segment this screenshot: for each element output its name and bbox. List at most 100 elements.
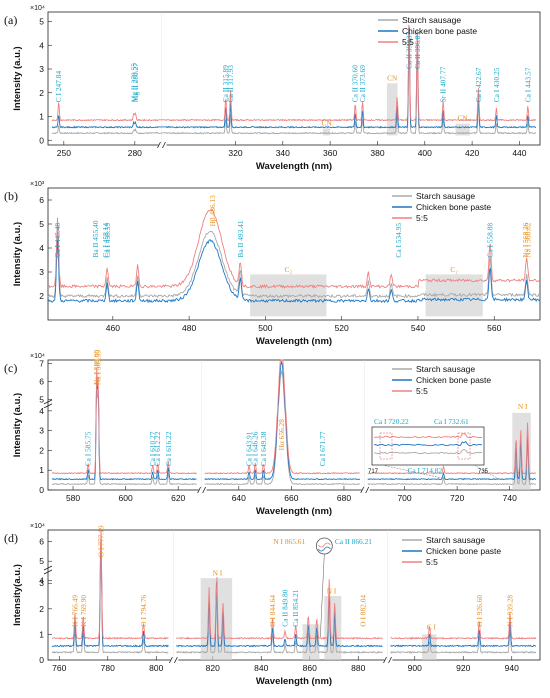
x-tick-label: 760 bbox=[52, 663, 66, 673]
legend-entry: 5:5 bbox=[416, 386, 428, 396]
line-annotation: N I bbox=[327, 586, 337, 595]
series-line bbox=[47, 208, 541, 290]
legend-entry: Starch sausage bbox=[416, 364, 475, 374]
legend-entry: Chicken bone paste bbox=[416, 375, 491, 385]
line-annotation: Ca II 396.85 bbox=[413, 32, 422, 69]
x-tick-label: 780 bbox=[101, 663, 115, 673]
y-tick-label: 3 bbox=[39, 267, 44, 277]
x-tick-label: 820 bbox=[206, 663, 220, 673]
y-axis-title: Intensity (a.u.) bbox=[12, 46, 23, 110]
panel-label: (b) bbox=[4, 189, 18, 203]
line-annotation: C I bbox=[427, 622, 437, 631]
x-tick-label: 720 bbox=[450, 493, 464, 503]
line-annotation: O I 882.04 bbox=[359, 595, 368, 627]
line-annotation: Ca I 610.27 bbox=[148, 431, 157, 466]
line-annotation: Ca II 866.21 bbox=[335, 537, 372, 546]
line-annotation: Ca I 649.38 bbox=[259, 431, 268, 466]
series-line bbox=[390, 622, 537, 648]
line-annotation: Ca I 430.25 bbox=[492, 67, 501, 102]
cn-band bbox=[323, 128, 331, 136]
band-label: CN bbox=[458, 114, 469, 123]
series-line bbox=[367, 438, 537, 486]
magnifier-trace bbox=[317, 546, 331, 552]
x-axis-title: Wavelength (nm) bbox=[256, 336, 332, 347]
x-tick-label: 640 bbox=[232, 493, 246, 503]
y-multiplier: ×10⁴ bbox=[30, 5, 45, 12]
x-tick-label: 680 bbox=[337, 493, 351, 503]
plot-frame bbox=[47, 529, 541, 661]
magnifier-inset bbox=[315, 537, 333, 637]
y-tick-label: 2 bbox=[39, 604, 44, 614]
y-tick-label: 0 bbox=[39, 135, 44, 145]
series-line bbox=[51, 533, 169, 648]
series-line bbox=[158, 24, 537, 122]
line-annotation: Ca I 643.91 bbox=[245, 431, 254, 466]
axis-break-mask bbox=[361, 488, 370, 492]
y-multiplier: ×10⁴ bbox=[30, 353, 45, 360]
line-annotation: N I 865.61 bbox=[273, 537, 305, 546]
inset-label: Ca I 732.61 bbox=[434, 417, 469, 426]
x-tick-label: 580 bbox=[66, 493, 80, 503]
line-annotation: Ba II 493.41 bbox=[236, 220, 245, 257]
series-line bbox=[51, 368, 197, 475]
x-tick-label: 540 bbox=[411, 323, 425, 333]
line-annotation: Ca I 646.26 bbox=[251, 431, 260, 466]
line-annotation: Na I 589.00 bbox=[92, 350, 101, 385]
line-annotation: Mg II 280.27 bbox=[131, 63, 140, 103]
x-axis-title: Wavelength (nm) bbox=[256, 161, 332, 172]
line-annotation: Ca I 458.59 bbox=[103, 223, 112, 258]
band-label: C₂ bbox=[285, 265, 293, 274]
legend-entry: 5:5 bbox=[426, 557, 438, 567]
line-annotation: Ca II 370.60 bbox=[351, 65, 360, 102]
series-line bbox=[158, 40, 537, 135]
inset-tick: 735 bbox=[478, 469, 489, 475]
x-tick-label: 880 bbox=[351, 663, 365, 673]
line-annotation: C I 247.84 bbox=[54, 71, 63, 103]
y-tick-label: 6 bbox=[39, 376, 44, 386]
panel-0: (a) ×10⁴ Wavelength (nm) Intensity (a.u.) 0 1… bbox=[4, 5, 541, 172]
x-tick-label: 520 bbox=[335, 323, 349, 333]
y-tick-label: 2 bbox=[39, 291, 44, 301]
axis-break-mask bbox=[384, 658, 393, 662]
y-axis-title: Intensity (a.u.) bbox=[12, 222, 23, 286]
cn-band bbox=[386, 83, 398, 136]
cn-band bbox=[455, 123, 470, 136]
x-tick-label: 660 bbox=[284, 493, 298, 503]
series-line bbox=[176, 582, 383, 648]
y-tick-label: 5 bbox=[39, 556, 44, 566]
line-annotation: Ca I 671.77 bbox=[318, 431, 327, 466]
y-tick-label: 0 bbox=[39, 485, 44, 495]
x-tick-label: 480 bbox=[182, 323, 196, 333]
y-tick-label: 3 bbox=[39, 426, 44, 436]
legend-entry: Chicken bone paste bbox=[426, 546, 501, 556]
panel-label: (d) bbox=[4, 531, 18, 545]
line-annotation: Ca I 585.75 bbox=[84, 431, 93, 466]
legend-entry: Chicken bone paste bbox=[416, 202, 491, 212]
x-tick-label: 420 bbox=[465, 148, 479, 158]
line-annotation: Ca I 422.67 bbox=[474, 67, 483, 102]
n-band bbox=[422, 634, 437, 660]
series-line bbox=[204, 369, 360, 486]
line-annotation: Ca II 315.89 bbox=[221, 65, 230, 102]
line-annotation: Ca I 714.82 bbox=[408, 466, 443, 475]
x-tick-label: 340 bbox=[276, 148, 290, 158]
y-tick-label: 4 bbox=[39, 40, 44, 50]
axis-break bbox=[169, 656, 178, 664]
axis-break-mask bbox=[170, 658, 179, 662]
series-line bbox=[47, 239, 541, 304]
inset-highlight bbox=[457, 432, 471, 460]
series-line bbox=[158, 29, 537, 129]
y-tick-label: 5 bbox=[39, 17, 44, 27]
line-annotation: Ca II 393.37 bbox=[405, 32, 414, 69]
y-tick-label: 2 bbox=[39, 88, 44, 98]
y-tick-label: 2 bbox=[39, 445, 44, 455]
x-axis-title: Wavelength (nm) bbox=[256, 676, 332, 687]
y-multiplier: ×10³ bbox=[30, 181, 45, 188]
axis-break bbox=[383, 656, 392, 664]
y-tick-label: 6 bbox=[39, 537, 44, 547]
x-tick-label: 460 bbox=[106, 323, 120, 333]
series-line bbox=[51, 529, 169, 640]
legend-entry: Starch sausage bbox=[416, 191, 475, 201]
